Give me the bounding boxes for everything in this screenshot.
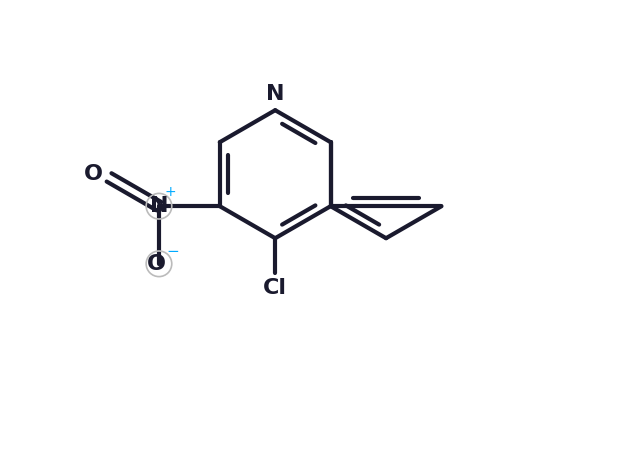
Text: +: + <box>164 185 176 199</box>
Text: −: − <box>166 243 179 258</box>
Text: Cl: Cl <box>263 278 287 298</box>
Text: N: N <box>266 84 284 104</box>
Text: N: N <box>150 196 168 216</box>
Text: O: O <box>147 254 166 274</box>
Text: O: O <box>84 164 102 184</box>
